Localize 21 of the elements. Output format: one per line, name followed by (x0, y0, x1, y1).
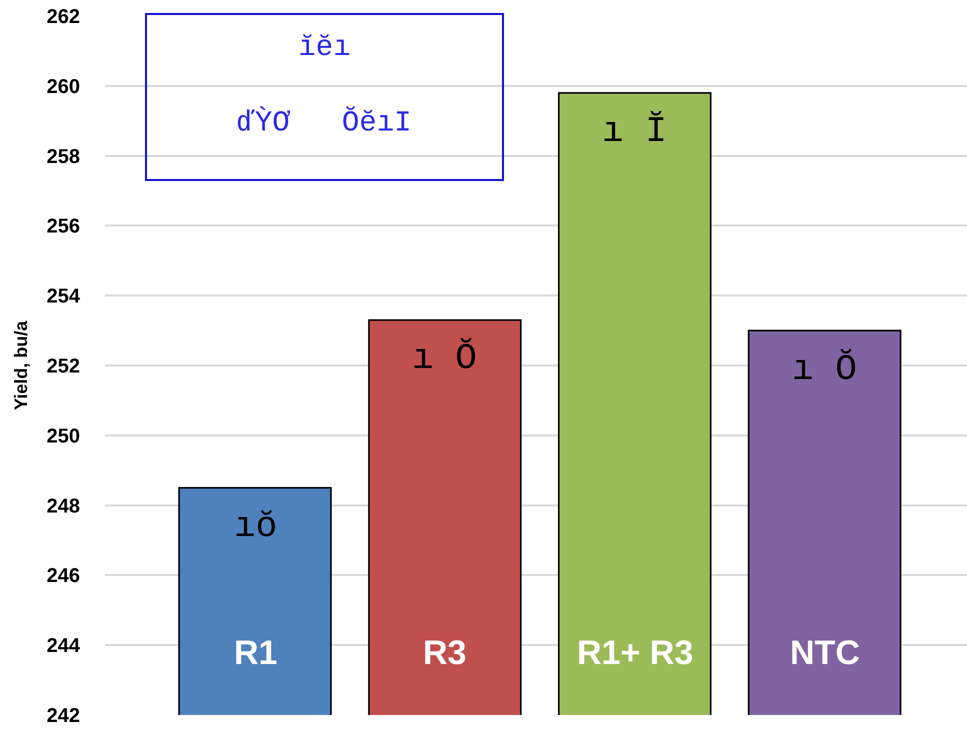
text: ĭĕı ďỲƠ ŎĕıI (237, 31, 412, 140)
x-tick-label: R1 (234, 634, 278, 672)
y-tick-label: 252 (46, 356, 80, 378)
annotation: ı Ŏ (412, 338, 477, 379)
y-tick-label: 246 (46, 565, 80, 588)
x-tick-label: NTC (790, 634, 860, 672)
y-tick-label: 250 (46, 425, 80, 448)
y-tick-label: 248 (46, 495, 80, 518)
y-tick-label: 260 (46, 76, 80, 98)
y-axis-title: Yield, bu/a (10, 320, 31, 410)
annotation: ı Ŏ (792, 349, 857, 390)
y-tick-label: 244 (46, 635, 81, 658)
y-tick-label: 258 (46, 146, 80, 168)
x-tick-label: R1+ R3 (577, 634, 694, 672)
y-tick-label: 254 (46, 286, 81, 308)
annotation: ı Ĭ (602, 111, 667, 152)
x-tick-label: R3 (423, 634, 466, 672)
y-tick-label: 256 (46, 216, 80, 238)
y-tick-label: 242 (46, 705, 80, 727)
annotation: ıŏ (234, 506, 278, 547)
y-tick-label: 262 (46, 6, 80, 28)
